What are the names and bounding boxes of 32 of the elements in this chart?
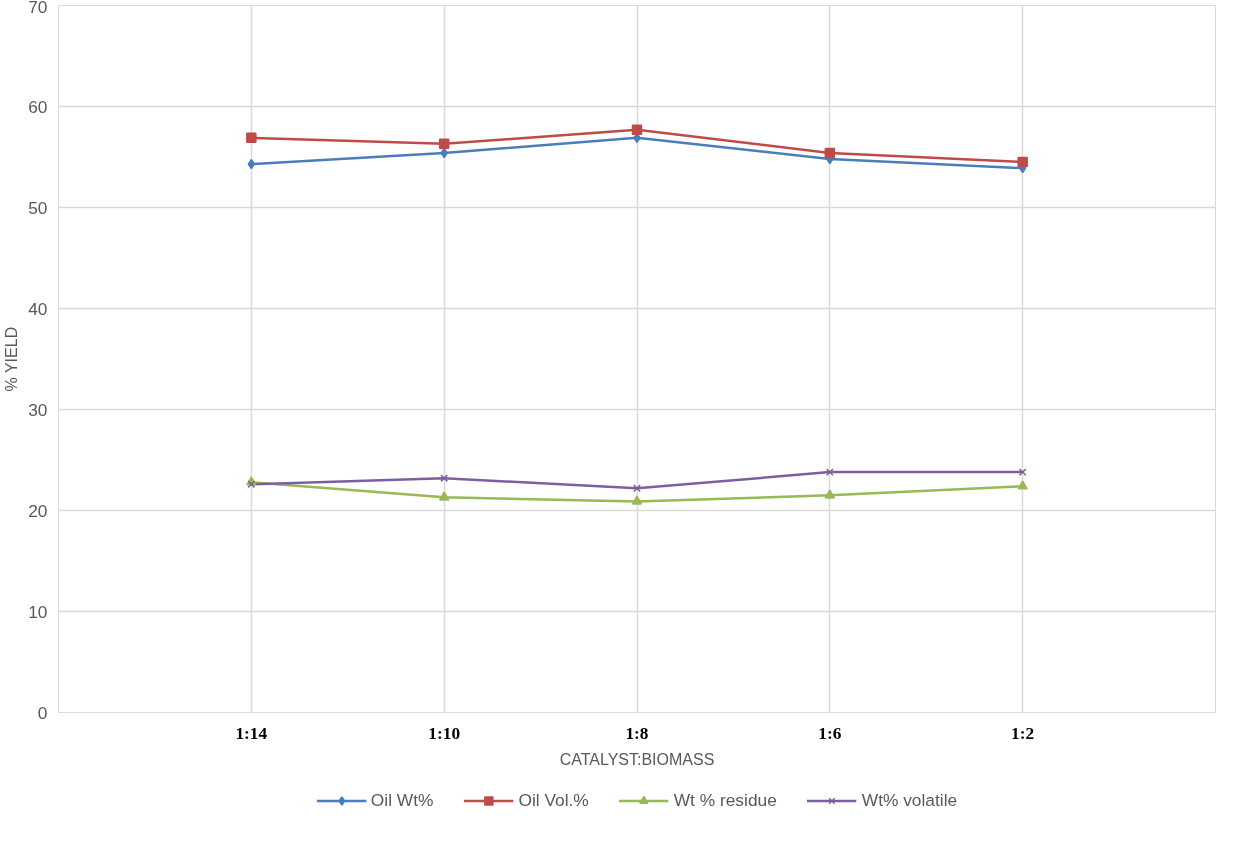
point	[440, 474, 449, 483]
y-tick-label: 60	[28, 96, 48, 117]
point	[438, 491, 450, 501]
x-tick-label: 1:2	[1011, 723, 1035, 743]
y-tick-label: 50	[28, 197, 48, 218]
point	[247, 480, 256, 489]
point	[631, 124, 643, 135]
legend-label: Oil Wt%	[370, 789, 434, 811]
point	[1018, 468, 1027, 477]
x-tick-label: 1:14	[235, 723, 268, 743]
x-tick-label: 1:8	[625, 723, 649, 743]
point	[824, 147, 836, 159]
x-tick-label: 1:10	[428, 723, 461, 743]
point	[631, 495, 643, 505]
point	[247, 158, 256, 170]
y-tick-label: 20	[28, 500, 48, 521]
y-tick-label: 70	[28, 0, 48, 17]
point	[438, 138, 450, 150]
legend-label: Oil Vol.%	[518, 789, 589, 811]
legend-label: Wt% volatile	[861, 789, 958, 811]
point	[824, 489, 836, 499]
point	[1017, 156, 1028, 168]
point	[246, 132, 257, 144]
y-tick-label: 30	[28, 399, 48, 420]
x-axis-title: CATALYST:BIOMASS	[559, 750, 715, 768]
x-tick-label: 1:6	[818, 723, 842, 743]
legend-label: Wt % residue	[673, 789, 777, 811]
y-tick-label: 10	[28, 601, 48, 622]
y-tick-label: 0	[37, 702, 48, 723]
y-axis-title: % YIELD	[3, 326, 21, 392]
point	[1017, 480, 1028, 490]
y-tick-label: 40	[28, 298, 48, 319]
